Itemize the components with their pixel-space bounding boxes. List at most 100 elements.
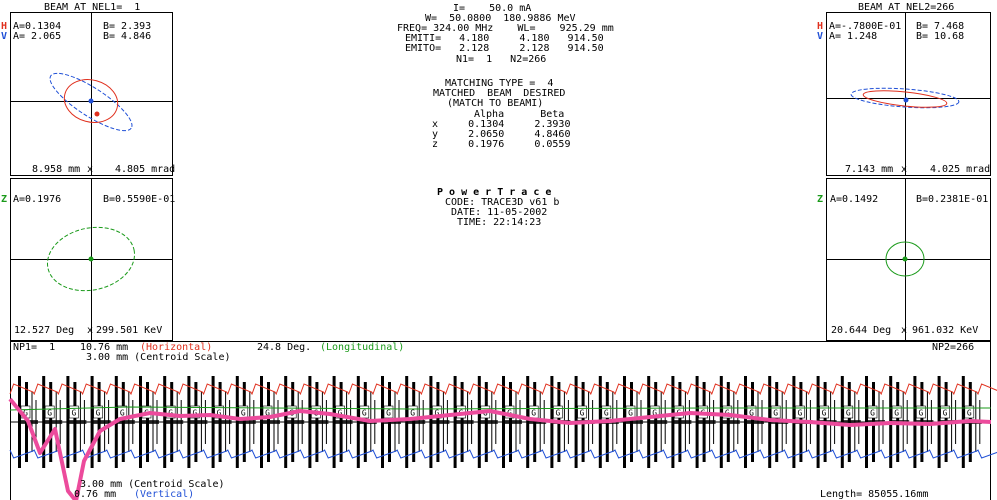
twiss-row-z: z 0.1976 0.0559 — [432, 139, 571, 150]
rf-gap-label: G — [120, 409, 125, 418]
lattice-tick-band — [116, 420, 135, 424]
rf-gap-label: G — [217, 409, 222, 418]
left-top-horizontal-ellipse — [63, 79, 119, 123]
lattice-tick-band — [68, 420, 87, 424]
quadrupole-element — [235, 376, 239, 468]
rf-gap-label: G — [434, 409, 439, 418]
horizontal-scale-name: (Horizontal) — [140, 342, 213, 353]
rf-gap-box — [843, 405, 854, 419]
matching-desc: MATCHED BEAM DESIRED — [433, 88, 566, 99]
rf-gap-label: G — [894, 409, 899, 418]
rf-gap-label: G — [943, 409, 948, 418]
lattice-tick-band — [286, 420, 305, 424]
rf-gap-label: G — [822, 409, 827, 418]
rf-gap-box — [819, 405, 829, 419]
lattice-tick-band — [44, 420, 63, 424]
left-top-vertical-ellipse — [49, 72, 133, 132]
left-top-title: BEAM AT NEL1= 1 — [44, 2, 141, 13]
horizontal-scale-value: 10.76 mm — [80, 342, 129, 353]
quadrupole-element — [211, 376, 215, 468]
matching-target: (MATCH TO BEAMI) — [447, 98, 544, 109]
vertical-scale-value: 0.76 mm — [74, 489, 117, 500]
rf-gap-box — [69, 405, 79, 419]
left-v-beta: B= 4.846 — [103, 31, 152, 42]
right-top-x-scale: 7.143 mm — [845, 164, 894, 175]
lattice-tick-band — [842, 420, 861, 424]
rf-gap-box — [795, 405, 805, 419]
rf-gap-label: G — [386, 409, 391, 418]
left-z-beta: B=0.5590E-01 — [103, 194, 176, 205]
longitudinal-envelope-trace — [9, 406, 991, 411]
quadrupole-element — [284, 376, 288, 468]
rf-gap-box — [335, 405, 345, 419]
rf-gap-label: G — [362, 409, 367, 418]
right-bottom-ellipse-plot — [885, 241, 925, 277]
left-bottom-y-scale: 299.501 KeV — [96, 325, 163, 336]
rf-gap-box — [770, 405, 781, 419]
right-z-beta: B=0.2381E-01 — [916, 194, 989, 205]
right-bottom-centroid-dot — [902, 256, 908, 262]
quadrupole-element — [356, 376, 360, 468]
rf-gap-label: G — [918, 409, 923, 418]
lattice-tick-band — [673, 420, 692, 424]
quadrupole-element — [671, 376, 675, 468]
quadrupole-element — [332, 376, 336, 468]
vertical-envelope-trace — [9, 449, 997, 459]
lattice-tick-band — [431, 420, 450, 424]
left-h-alpha: A=0.1304 — [13, 21, 62, 32]
right-bottom-phase-plot — [826, 178, 991, 341]
rf-gap-label: G — [846, 409, 851, 418]
right-top-y-scale: 4.025 mrad — [930, 164, 991, 175]
left-top-y-scale: 4.805 mrad — [115, 164, 176, 175]
lattice-tick-band — [479, 420, 498, 424]
right-top-horizontal-ellipse — [862, 90, 948, 108]
left-bottom-scale-x-mark: x — [87, 325, 94, 336]
left-bottom-ellipse-plot — [46, 226, 136, 292]
rf-gap-label: G — [96, 409, 101, 418]
right-h-beta: B= 7.468 — [916, 21, 965, 32]
quadrupole-element — [526, 376, 530, 468]
right-bottom-x-axis — [827, 259, 990, 260]
left-h-plane-label: H — [1, 21, 8, 32]
right-bottom-y-scale: 961.032 KeV — [912, 325, 979, 336]
right-v-beta: B= 10.68 — [916, 31, 965, 42]
left-v-alpha: A= 2.065 — [13, 31, 62, 42]
left-top-scale-x-mark: x — [87, 164, 94, 175]
left-top-x-scale: 8.958 mm — [32, 164, 81, 175]
rf-gap-box — [93, 405, 103, 419]
run-time: TIME: 22:14:23 — [457, 217, 542, 228]
run-date: DATE: 11-05-2002 — [451, 207, 548, 218]
lattice-tick-band — [649, 420, 668, 424]
quadrupole-element — [623, 376, 626, 468]
longitudinal-scale-name: (Longitudinal) — [320, 342, 405, 353]
rf-gap-label: G — [870, 409, 875, 418]
left-z-plane-label: Z — [1, 194, 8, 205]
left-bottom-phase-plot — [10, 178, 173, 341]
right-z-alpha: A=0.1492 — [830, 194, 879, 205]
quadrupole-element — [865, 376, 868, 468]
right-z-plane-label: Z — [817, 194, 824, 205]
lattice-tick-band — [407, 420, 426, 424]
quadrupole-element — [695, 376, 699, 468]
twiss-row-y: y 2.0650 4.8460 — [432, 129, 571, 140]
quadrupole-element — [477, 376, 481, 468]
left-top-ellipses — [49, 72, 133, 132]
quadrupole-element — [768, 376, 772, 468]
rf-gap-box — [940, 405, 950, 419]
quadrupole-element — [66, 376, 70, 468]
quadrupole-element — [139, 376, 142, 468]
lattice-tick-band — [334, 420, 353, 424]
right-h-alpha: A=-.7800E-01 — [829, 21, 902, 32]
lattice-tick-band — [189, 420, 208, 424]
beam-energy: W= 50.0800 180.9886 MeV — [425, 13, 576, 24]
np2-label: NP2=266 — [932, 342, 975, 353]
rf-gap-label: G — [652, 409, 657, 418]
emittance-initial: EMITI= 4.180 4.180 914.50 — [405, 33, 604, 44]
quadrupole-element — [90, 376, 94, 468]
quadrupole-element — [187, 376, 191, 468]
right-v-plane-label: V — [817, 31, 824, 42]
right-bottom-x-scale: 20.644 Deg — [831, 325, 892, 336]
rf-gap-label: G — [338, 409, 343, 418]
rf-gap-box — [577, 405, 587, 419]
